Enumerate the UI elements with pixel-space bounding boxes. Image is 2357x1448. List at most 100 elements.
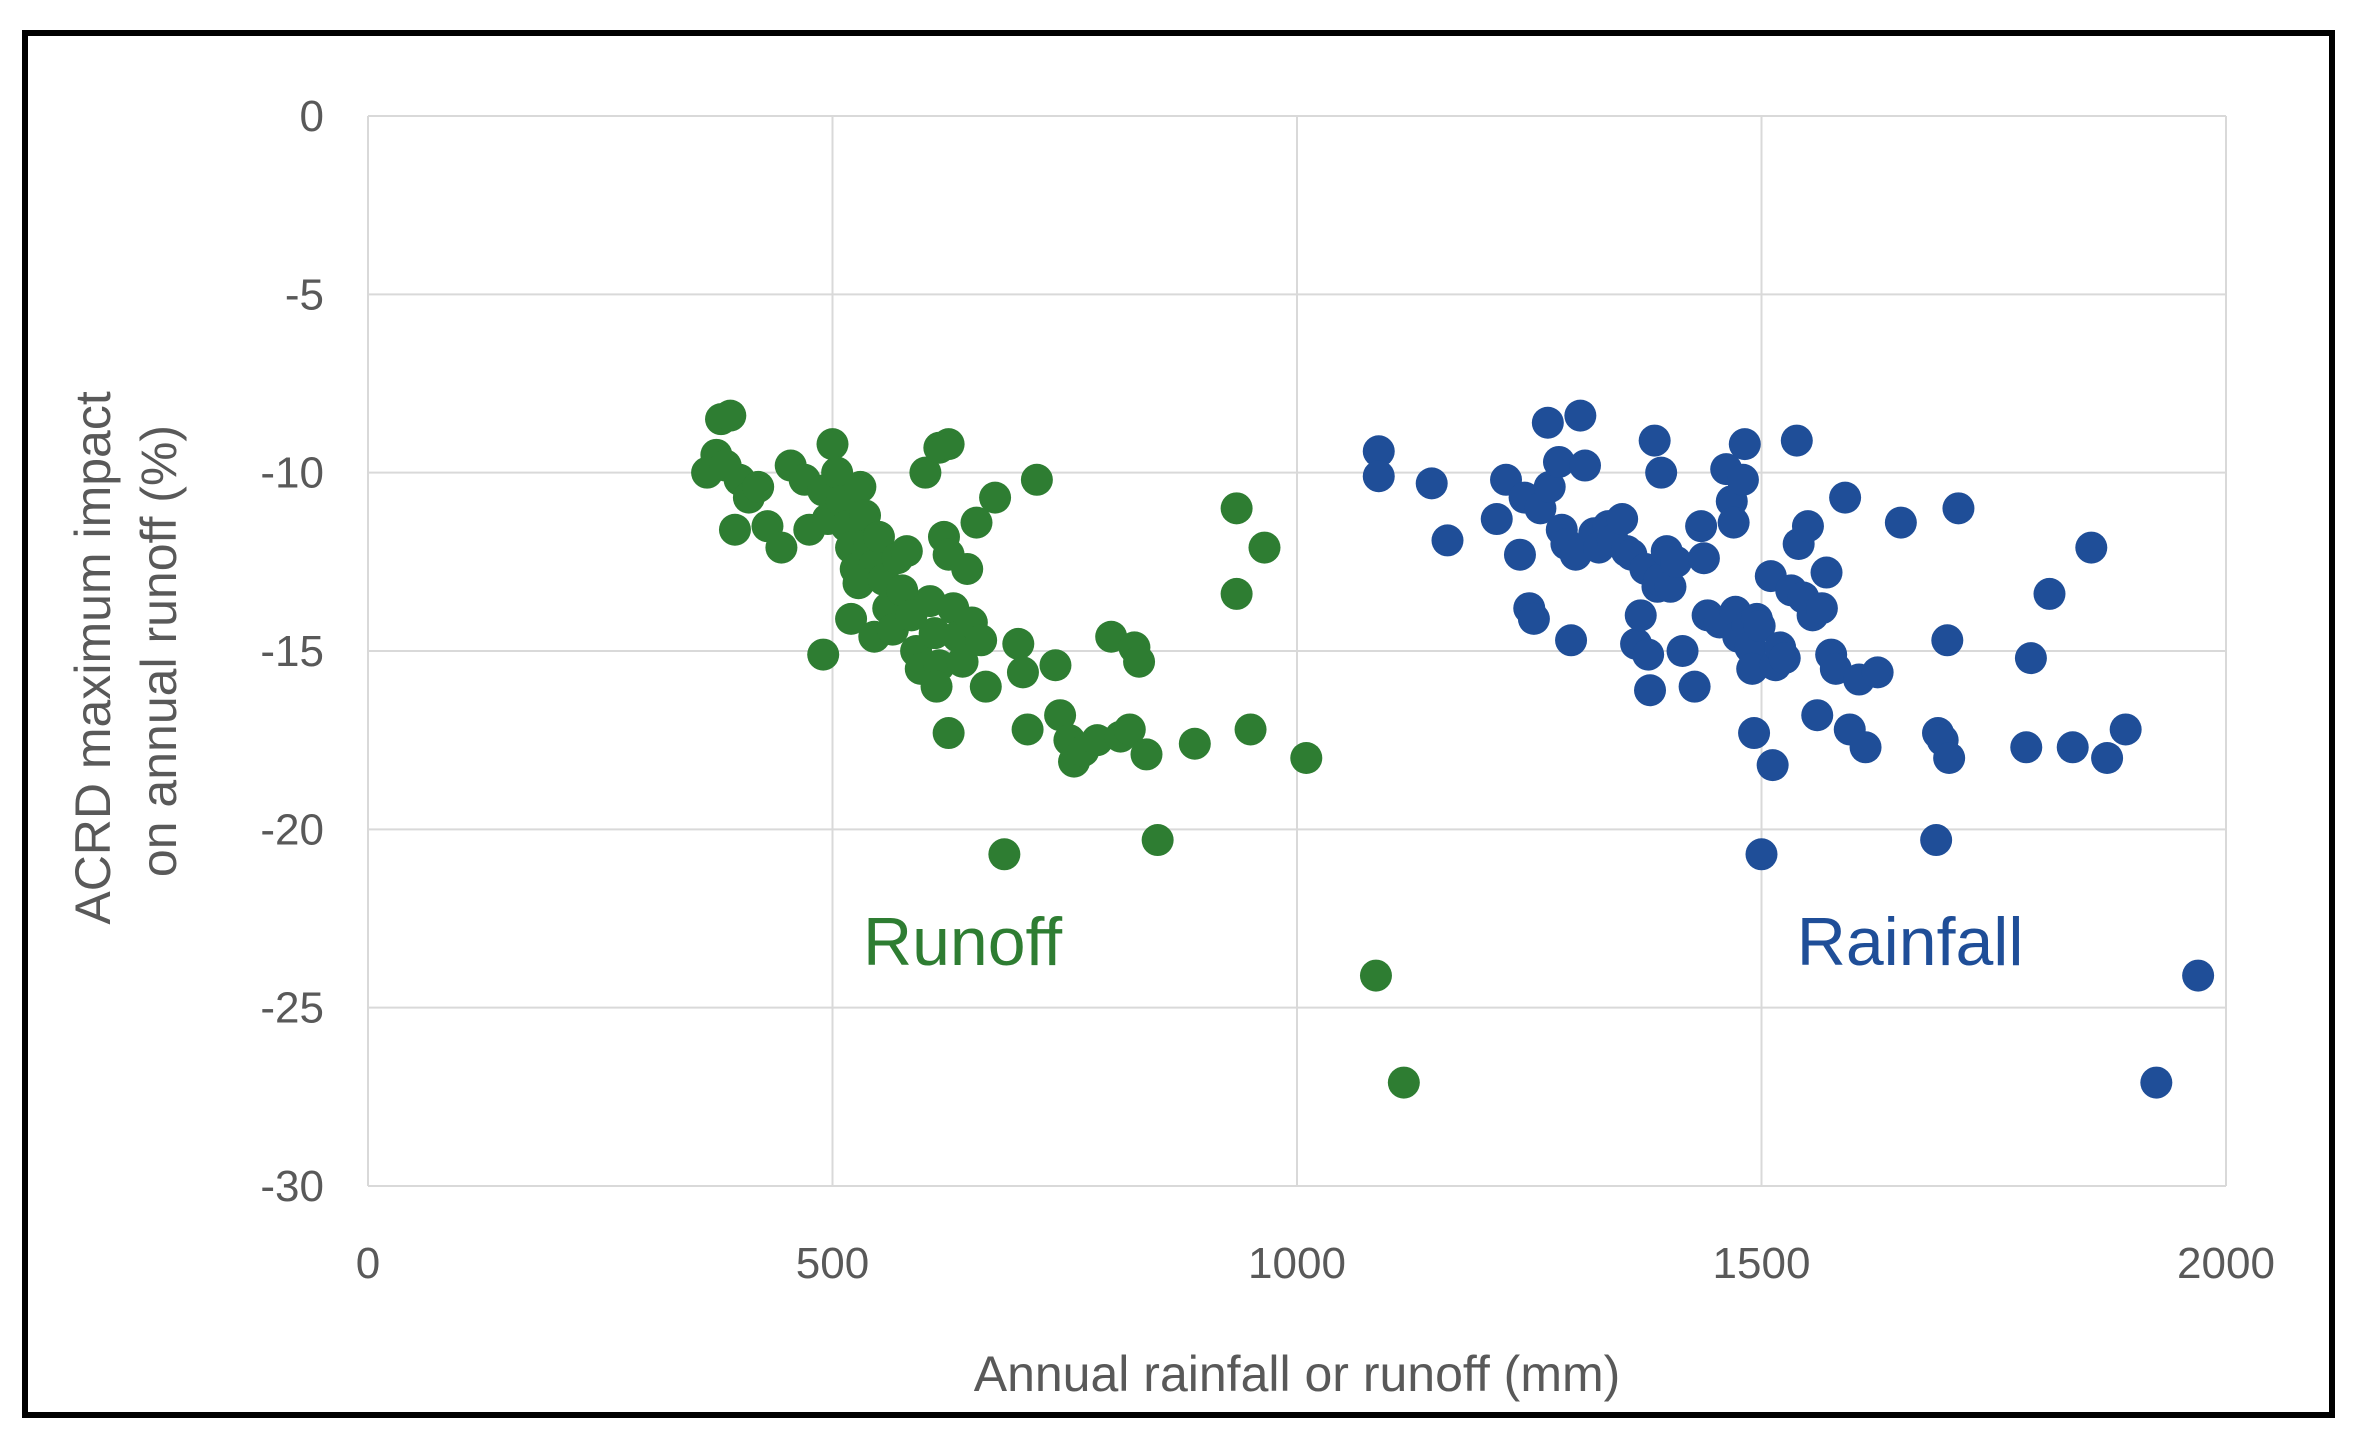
y-tick-label: -15 xyxy=(260,627,324,676)
data-point xyxy=(742,470,775,503)
x-tick-label: 500 xyxy=(796,1239,869,1288)
data-point xyxy=(1248,531,1281,564)
data-point xyxy=(1638,424,1671,457)
data-point xyxy=(1933,742,1966,774)
data-point xyxy=(979,481,1012,514)
data-point xyxy=(1113,713,1146,746)
data-point xyxy=(1002,627,1035,660)
data-point xyxy=(1717,506,1750,539)
y-tick-label: -30 xyxy=(260,1162,324,1211)
data-point xyxy=(1942,492,1975,525)
data-point xyxy=(969,670,1002,703)
data-point xyxy=(1362,460,1395,493)
x-tick-label: 1000 xyxy=(1248,1239,1346,1288)
data-point xyxy=(1801,699,1834,732)
scatter-chart: 0 -5 -10 -15 -20 -25 -30 0 500 1000 1500 2000 Runof… xyxy=(65,92,2275,1402)
data-point xyxy=(2091,742,2124,774)
data-point xyxy=(718,513,751,546)
data-point xyxy=(1634,674,1667,707)
data-point xyxy=(1234,713,1267,746)
x-tick-label: 0 xyxy=(356,1239,380,1288)
x-tick-label: 2000 xyxy=(2177,1239,2275,1288)
data-point xyxy=(1687,542,1720,575)
data-point xyxy=(1020,463,1053,496)
series-annotation-label: Runoff xyxy=(863,904,1062,980)
series-annotations: Runoff Rainfall xyxy=(863,904,2024,980)
chart-frame: 0 -5 -10 -15 -20 -25 -30 0 500 1000 1500 2000 Runof… xyxy=(22,30,2335,1418)
data-point xyxy=(835,602,868,635)
data-point xyxy=(2182,959,2215,992)
data-point xyxy=(1568,449,1601,482)
y-tick-label: 0 xyxy=(300,92,324,141)
data-point xyxy=(714,399,747,432)
data-point xyxy=(2014,642,2047,675)
data-point xyxy=(946,645,979,678)
data-point xyxy=(1533,470,1566,503)
x-axis-title: Annual rainfall or runoff (mm) xyxy=(974,1346,1621,1402)
data-point xyxy=(1415,467,1448,500)
data-point xyxy=(886,574,919,607)
data-point xyxy=(1480,503,1513,536)
data-points xyxy=(691,399,2215,1099)
data-point xyxy=(2140,1066,2173,1099)
data-point xyxy=(1359,959,1392,992)
y-axis-title: ACRD maximum impact on annual runoff (%) xyxy=(65,377,187,924)
data-point xyxy=(1726,463,1759,496)
data-point xyxy=(932,428,965,461)
y-tick-label: -5 xyxy=(285,270,324,319)
data-point xyxy=(1768,642,1801,675)
data-point xyxy=(1780,424,1813,457)
data-point xyxy=(842,567,875,600)
data-point xyxy=(2010,731,2043,764)
y-tick-label: -20 xyxy=(260,805,324,854)
data-point xyxy=(1660,545,1693,578)
data-point xyxy=(1044,699,1077,732)
data-point xyxy=(951,552,984,585)
data-point xyxy=(1431,524,1464,557)
y-tick-label: -25 xyxy=(260,984,324,1033)
data-point xyxy=(862,520,895,553)
data-point xyxy=(960,506,993,539)
data-point xyxy=(1123,645,1156,678)
data-point xyxy=(1756,749,1789,782)
data-point xyxy=(1829,481,1862,514)
data-point xyxy=(1791,510,1824,543)
data-point xyxy=(1039,649,1072,682)
data-point xyxy=(1738,717,1771,750)
data-point xyxy=(1743,610,1776,643)
data-point xyxy=(909,456,942,489)
data-point xyxy=(1555,624,1588,657)
data-point xyxy=(1745,838,1778,871)
data-point xyxy=(1849,731,1882,764)
data-point xyxy=(1517,602,1550,635)
data-point xyxy=(965,624,998,657)
data-point xyxy=(1362,435,1395,468)
data-point xyxy=(1220,492,1253,525)
x-tick-label: 1500 xyxy=(1713,1239,1811,1288)
tick-labels: 0 -5 -10 -15 -20 -25 -30 0 500 1000 1500 2000 xyxy=(260,92,2275,1288)
data-point xyxy=(821,456,854,489)
data-point xyxy=(932,717,965,750)
data-point xyxy=(1542,445,1575,478)
y-tick-label: -10 xyxy=(260,449,324,498)
data-point xyxy=(1006,656,1039,689)
data-point xyxy=(1678,670,1711,703)
data-point xyxy=(2109,713,2142,746)
data-point xyxy=(1387,1066,1420,1099)
data-point xyxy=(1861,656,1894,689)
data-point xyxy=(1178,727,1211,760)
data-point xyxy=(2075,531,2108,564)
data-point xyxy=(1564,399,1597,432)
data-point xyxy=(1141,824,1174,857)
data-point xyxy=(1654,570,1687,603)
series-annotation-label: Rainfall xyxy=(1797,904,2024,980)
data-point xyxy=(1606,503,1639,536)
data-point xyxy=(1220,577,1253,610)
data-point xyxy=(1624,599,1657,632)
data-point xyxy=(1130,738,1163,771)
y-axis-title-line-2: on annual runoff (%) xyxy=(131,425,187,877)
data-point xyxy=(844,470,877,503)
data-point xyxy=(988,838,1021,871)
data-point xyxy=(1920,824,1953,857)
data-point xyxy=(2056,731,2089,764)
